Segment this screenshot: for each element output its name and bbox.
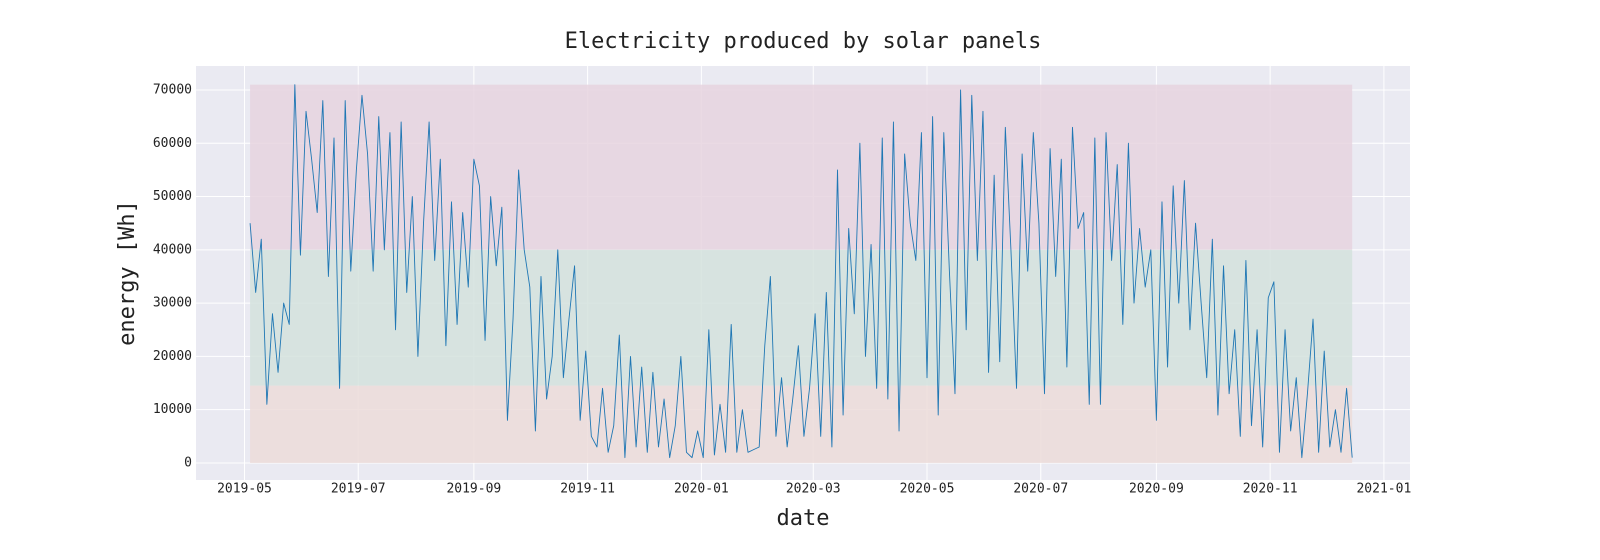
y-tick-label: 50000 [153, 189, 192, 204]
band [250, 84, 1353, 250]
x-tick-label: 2019-07 [331, 482, 386, 497]
y-axis-label: energy [Wh] [115, 200, 140, 346]
x-tick-label: 2020-09 [1129, 482, 1184, 497]
band [250, 385, 1353, 463]
y-tick-label: 0 [184, 455, 192, 470]
plot-layer: 0 10000 20000 30000 40000 50000 60000 70000 2019… [153, 66, 1411, 497]
y-tick-label: 30000 [153, 296, 192, 311]
y-tick-label: 70000 [153, 82, 192, 97]
x-tick-label: 2020-11 [1243, 482, 1298, 497]
x-tick-label: 2019-09 [446, 482, 501, 497]
y-tick-label: 40000 [153, 242, 192, 257]
x-tick-label: 2020-01 [674, 482, 729, 497]
x-tick-label: 2019-05 [217, 482, 272, 497]
x-tick-label: 2020-07 [1013, 482, 1068, 497]
chart-title: Electricity produced by solar panels [565, 29, 1042, 54]
x-tick-label: 2019-11 [560, 482, 615, 497]
band [250, 249, 1353, 386]
x-axis-label: date [777, 506, 830, 531]
y-tick-label: 60000 [153, 136, 192, 151]
x-tick-label: 2021-01 [1356, 482, 1411, 497]
y-tick-label: 20000 [153, 349, 192, 364]
x-tick-label: 2020-03 [786, 482, 841, 497]
y-tick-label: 10000 [153, 402, 192, 417]
data-line [249, 84, 1353, 459]
x-tick-label: 2020-05 [900, 482, 955, 497]
